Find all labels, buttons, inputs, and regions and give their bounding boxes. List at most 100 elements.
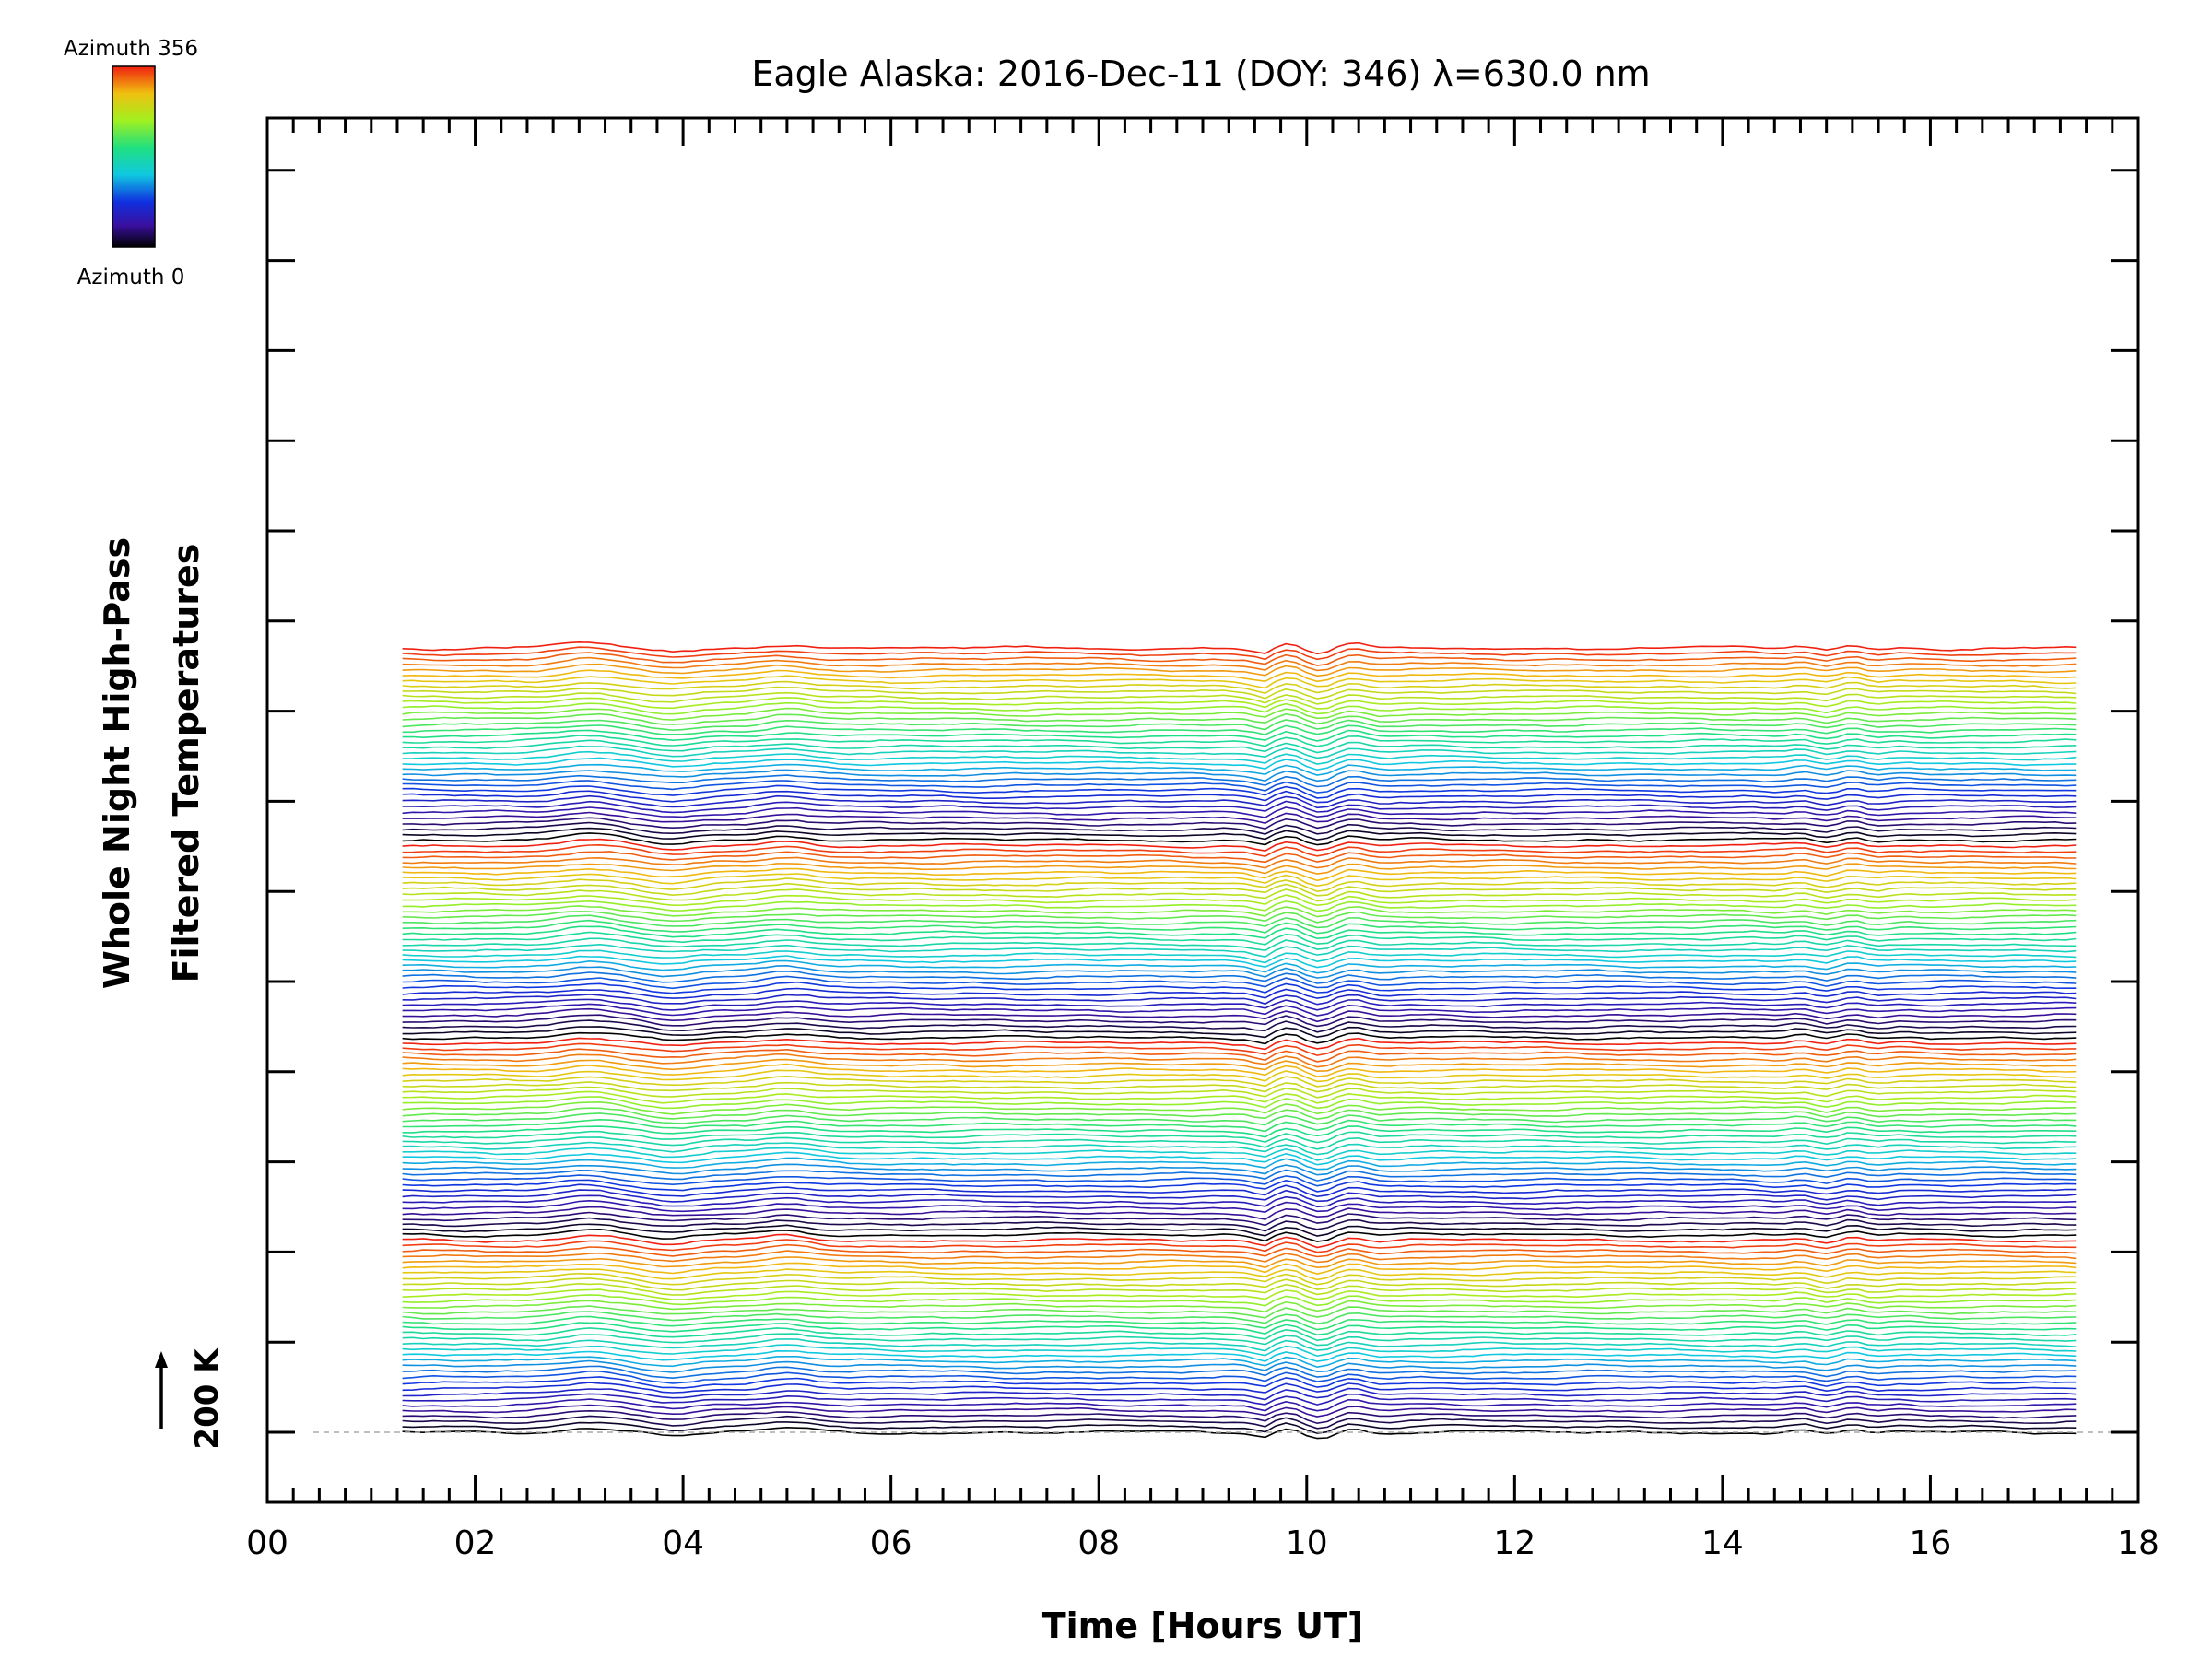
- temperature-traces: [402, 641, 2077, 1440]
- temperature-trace: [402, 1217, 2077, 1232]
- temperature-trace: [402, 735, 2077, 747]
- temperature-trace: [402, 1228, 2077, 1242]
- temperature-trace: [402, 750, 2077, 765]
- x-tick-label: 06: [870, 1524, 912, 1562]
- temperature-trace: [402, 943, 2077, 959]
- temperature-trace: [402, 882, 2077, 897]
- temperature-trace: [402, 1415, 2077, 1430]
- temperature-trace: [402, 1376, 2077, 1389]
- temperature-trace: [402, 745, 2077, 759]
- temperature-trace: [402, 1042, 2077, 1056]
- temperature-trace: [402, 769, 2077, 782]
- temperature-trace: [402, 1277, 2077, 1291]
- temperature-trace: [402, 1014, 2077, 1028]
- x-tick-label: 18: [2117, 1524, 2159, 1562]
- x-tick-labels: 00 02 04 06 08 10 12 14 16 18: [246, 1524, 2159, 1562]
- temperature-trace: [402, 686, 2077, 700]
- temperature-trace: [402, 1081, 2077, 1093]
- temperature-trace: [402, 1194, 2077, 1208]
- temperature-trace: [402, 937, 2077, 952]
- temperature-trace: [402, 998, 2077, 1011]
- temperature-trace: [402, 863, 2077, 875]
- temperature-trace: [402, 919, 2077, 935]
- temperature-trace: [402, 1136, 2077, 1150]
- temperature-trace: [402, 1107, 2077, 1120]
- temperature-trace: [402, 1189, 2077, 1203]
- temperature-trace: [402, 827, 2077, 841]
- x-tick-label: 04: [662, 1524, 704, 1562]
- temperature-trace: [402, 1233, 2077, 1249]
- scale-bar-label: 200 K: [189, 1347, 226, 1450]
- temperature-trace: [402, 1272, 2077, 1286]
- temperature-trace: [402, 1268, 2077, 1281]
- temperature-trace: [402, 1090, 2077, 1104]
- temperature-trace: [402, 806, 2077, 818]
- x-tick-label: 08: [1077, 1524, 1120, 1562]
- temperature-trace: [402, 1338, 2077, 1352]
- temperature-trace: [402, 1058, 2077, 1073]
- temperature-trace: [402, 832, 2077, 846]
- temperature-trace: [402, 1048, 2077, 1063]
- temperature-trace: [402, 1305, 2077, 1319]
- x-tick-label: 12: [1493, 1524, 1535, 1562]
- temperature-trace: [402, 774, 2077, 788]
- temperature-trace: [402, 1141, 2077, 1156]
- temperature-trace: [402, 1387, 2077, 1401]
- temperature-trace: [402, 981, 2077, 994]
- chart-title: Eagle Alaska: 2016-Dec-11 (DOY: 346) λ=6…: [751, 53, 1650, 94]
- x-tick-label: 00: [246, 1524, 288, 1562]
- temperature-trace: [402, 821, 2077, 835]
- temperature-trace: [402, 1147, 2077, 1161]
- colorbar-bottom-label: Azimuth 0: [77, 265, 185, 289]
- temperature-trace: [402, 811, 2077, 825]
- y-axis-label-line1: Whole Night High-Pass: [97, 537, 137, 989]
- temperature-trace: [402, 763, 2077, 776]
- temperature-trace: [402, 911, 2077, 924]
- temperature-trace: [402, 691, 2077, 705]
- temperature-trace: [402, 680, 2077, 695]
- temperature-trace: [402, 1130, 2077, 1144]
- temperature-trace: [402, 867, 2077, 882]
- temperature-trace: [402, 851, 2077, 864]
- temperature-trace: [402, 1359, 2077, 1373]
- temperature-trace: [402, 1125, 2077, 1138]
- temperature-trace: [402, 1409, 2077, 1425]
- temperature-trace: [402, 1365, 2077, 1380]
- temperature-trace: [402, 1315, 2077, 1331]
- temperature-trace: [402, 1019, 2077, 1033]
- temperature-trace: [402, 817, 2077, 830]
- temperature-trace: [402, 949, 2077, 964]
- temperature-trace: [402, 641, 2077, 655]
- x-tick-label: 14: [1701, 1524, 1744, 1562]
- y-axis-label-line2: Filtered Temperatures: [166, 544, 206, 983]
- temperature-trace: [402, 959, 2077, 974]
- temperature-trace: [402, 1250, 2077, 1264]
- temperature-trace: [402, 1262, 2077, 1276]
- temperature-trace: [402, 1151, 2077, 1166]
- temperature-trace: [402, 894, 2077, 907]
- temperature-trace: [402, 1007, 2077, 1023]
- temperature-trace: [402, 739, 2077, 754]
- temperature-trace: [402, 724, 2077, 735]
- temperature-trace: [402, 1031, 2077, 1045]
- temperature-trace: [402, 1169, 2077, 1182]
- temperature-trace: [402, 1075, 2077, 1088]
- temperature-trace: [402, 1037, 2077, 1051]
- temperature-trace: [402, 1426, 2077, 1440]
- temperature-trace: [402, 1300, 2077, 1313]
- temperature-trace: [402, 1199, 2077, 1214]
- x-tick-label: 02: [454, 1524, 497, 1562]
- temperature-trace: [402, 1112, 2077, 1126]
- temperature-trace: [402, 1349, 2077, 1362]
- temperature-trace: [402, 1118, 2077, 1133]
- temperature-trace: [402, 656, 2077, 672]
- temperature-trace: [402, 1256, 2077, 1269]
- temperature-trace: [402, 1344, 2077, 1358]
- temperature-trace: [402, 675, 2077, 689]
- temperature-trace: [402, 780, 2077, 794]
- temperature-trace: [402, 1211, 2077, 1227]
- temperature-trace: [402, 1053, 2077, 1068]
- temperature-trace: [402, 1096, 2077, 1110]
- temperature-trace: [402, 994, 2077, 1006]
- temperature-trace: [402, 1163, 2077, 1176]
